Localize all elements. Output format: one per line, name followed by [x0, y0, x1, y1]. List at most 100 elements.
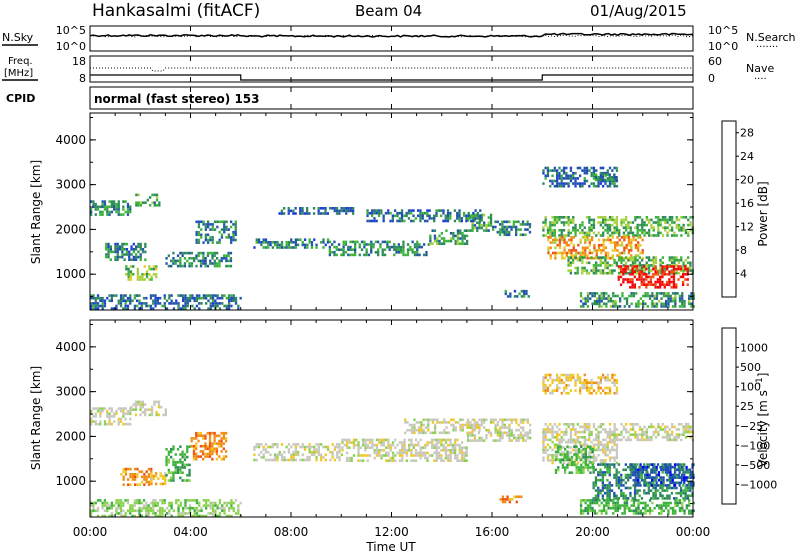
range-gate-cell [587, 445, 590, 448]
range-gate-cell [412, 459, 415, 462]
range-gate-cell [686, 278, 689, 281]
range-gate-cell [684, 231, 688, 235]
range-gate-cell [206, 251, 210, 255]
range-gate-cell [426, 211, 429, 215]
range-gate-cell [377, 251, 380, 254]
range-gate-cell [641, 249, 644, 252]
range-gate-cell [496, 431, 500, 435]
range-gate-cell [630, 294, 633, 298]
range-gate-cell [255, 458, 258, 462]
range-gate-cell [657, 425, 660, 429]
range-gate-cell [431, 242, 434, 245]
range-gate-cell [400, 248, 403, 251]
range-gate-cell [492, 421, 495, 424]
range-gate-cell [383, 248, 387, 251]
range-gate-cell [483, 229, 486, 232]
range-gate-cell [668, 497, 671, 500]
range-gate-cell [227, 259, 230, 263]
range-gate-cell [485, 229, 488, 232]
range-gate-cell [512, 220, 515, 224]
range-gate-cell [107, 245, 110, 248]
range-gate-cell [592, 448, 596, 452]
range-gate-cell [666, 473, 669, 477]
range-gate-cell [654, 280, 657, 284]
range-gate-cell [501, 436, 504, 440]
range-gate-cell [451, 451, 454, 455]
range-gate-cell [613, 384, 616, 387]
range-gate-cell [604, 430, 607, 434]
range-gate-cell [225, 228, 228, 231]
range-gate-cell [271, 241, 274, 244]
range-gate-cell [662, 292, 665, 295]
range-gate-cell [423, 243, 426, 246]
range-gate-cell [592, 471, 595, 474]
range-gate-cell [176, 466, 180, 469]
range-gate-cell [501, 426, 504, 429]
range-gate-cell [656, 489, 660, 492]
range-gate-cell [549, 459, 552, 462]
range-gate-cell [661, 270, 664, 273]
range-gate-cell [344, 240, 348, 244]
range-gate-cell [611, 169, 614, 172]
range-gate-cell [94, 422, 97, 426]
range-gate-cell [638, 425, 642, 429]
range-gate-cell [152, 499, 155, 502]
range-gate-cell [660, 481, 663, 485]
range-gate-cell [489, 213, 493, 217]
range-gate-cell [463, 229, 466, 232]
range-gate-cell [437, 456, 441, 460]
range-gate-cell [615, 231, 619, 235]
range-gate-cell [447, 454, 450, 457]
range-gate-cell [668, 256, 671, 259]
range-gate-cell [154, 499, 157, 502]
range-gate-cell [287, 241, 291, 244]
range-gate-cell [170, 294, 173, 297]
range-gate-cell [546, 169, 550, 172]
range-gate-cell [611, 231, 614, 235]
range-gate-cell [437, 438, 441, 442]
range-gate-cell [197, 225, 201, 229]
range-gate-cell [186, 299, 189, 303]
range-gate-cell [631, 497, 634, 500]
range-gate-cell [149, 196, 152, 199]
range-gate-cell [546, 456, 550, 460]
range-gate-cell [469, 214, 473, 218]
range-gate-cell [204, 447, 207, 451]
range-gate-cell [202, 223, 205, 226]
range-gate-cell [394, 446, 397, 449]
range-gate-cell [151, 201, 154, 204]
range-gate-cell [572, 425, 575, 429]
range-gate-cell [564, 453, 567, 456]
range-gate-cell [599, 430, 602, 434]
range-gate-cell [237, 304, 240, 308]
range-gate-cell [586, 305, 590, 308]
range-gate-cell [557, 450, 560, 454]
range-gate-cell [94, 302, 97, 305]
range-gate-cell [149, 304, 153, 308]
range-gate-cell [634, 254, 637, 257]
range-gate-cell [554, 246, 557, 250]
range-gate-cell [556, 433, 559, 436]
range-gate-cell [172, 463, 175, 467]
range-gate-cell [606, 223, 609, 227]
range-gate-cell [689, 261, 692, 265]
range-gate-cell [223, 223, 226, 226]
range-gate-cell [558, 443, 561, 447]
range-gate-cell [133, 509, 136, 513]
range-gate-cell [639, 302, 642, 306]
range-gate-cell [604, 258, 607, 262]
range-gate-cell [393, 248, 396, 251]
range-gate-cell [553, 231, 556, 235]
range-gate-cell [319, 207, 323, 210]
range-gate-cell [595, 184, 598, 188]
range-gate-cell [653, 468, 656, 472]
range-gate-cell [220, 228, 224, 231]
range-gate-cell [375, 451, 379, 455]
range-gate-cell [588, 438, 591, 442]
range-gate-cell [234, 302, 238, 305]
range-gate-cell [324, 453, 327, 457]
range-gate-cell [157, 413, 161, 417]
range-gate-cell [103, 514, 107, 518]
range-gate-cell [278, 453, 281, 457]
